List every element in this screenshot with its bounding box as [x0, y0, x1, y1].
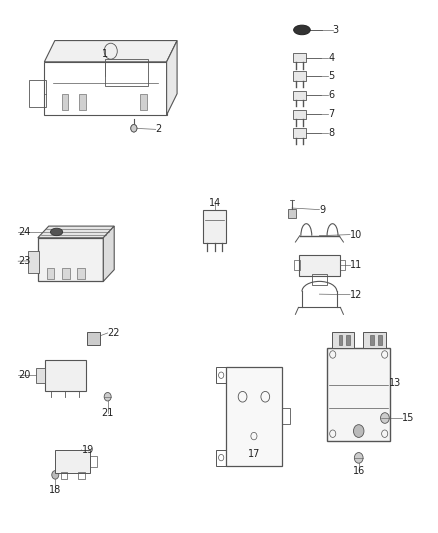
- Bar: [62, 94, 68, 110]
- Text: 18: 18: [49, 485, 61, 495]
- Circle shape: [131, 125, 137, 132]
- Bar: [203, 210, 226, 243]
- Circle shape: [131, 125, 137, 132]
- Text: 23: 23: [18, 256, 31, 266]
- Text: 5: 5: [328, 71, 334, 81]
- Bar: [90, 456, 97, 467]
- Text: 14: 14: [208, 198, 221, 208]
- Text: 11: 11: [350, 261, 362, 270]
- Bar: [46, 268, 54, 279]
- Bar: [378, 335, 381, 345]
- Bar: [78, 472, 85, 479]
- Text: 15: 15: [403, 413, 415, 423]
- Polygon shape: [166, 41, 177, 115]
- Text: 13: 13: [389, 378, 402, 389]
- Text: 8: 8: [328, 128, 334, 138]
- Bar: [28, 251, 39, 273]
- Polygon shape: [103, 226, 114, 281]
- Polygon shape: [44, 41, 177, 62]
- Bar: [293, 128, 306, 138]
- Bar: [38, 238, 103, 281]
- Text: 22: 22: [108, 328, 120, 338]
- Text: 20: 20: [18, 370, 31, 381]
- Bar: [62, 268, 70, 279]
- Ellipse shape: [293, 25, 310, 35]
- Bar: [60, 472, 67, 479]
- Bar: [288, 209, 296, 217]
- Bar: [293, 53, 306, 62]
- Bar: [327, 348, 390, 441]
- Text: 1: 1: [102, 49, 109, 59]
- Circle shape: [354, 453, 363, 463]
- Bar: [77, 268, 85, 279]
- Text: 7: 7: [328, 109, 334, 119]
- Polygon shape: [38, 226, 114, 238]
- Text: 24: 24: [18, 227, 31, 237]
- Text: 12: 12: [350, 289, 362, 300]
- Bar: [293, 91, 306, 100]
- Bar: [216, 450, 226, 466]
- Bar: [370, 335, 374, 345]
- Text: 2: 2: [155, 124, 162, 134]
- Bar: [294, 261, 300, 270]
- Bar: [226, 367, 283, 466]
- Bar: [293, 71, 306, 81]
- Bar: [141, 94, 147, 110]
- Bar: [55, 450, 90, 473]
- Bar: [106, 59, 148, 86]
- Bar: [293, 110, 306, 119]
- Ellipse shape: [50, 228, 63, 236]
- Text: 4: 4: [328, 53, 334, 62]
- Bar: [311, 274, 327, 285]
- Text: 9: 9: [319, 205, 325, 215]
- Bar: [36, 368, 46, 383]
- Text: 16: 16: [353, 466, 365, 476]
- Text: 17: 17: [248, 449, 260, 458]
- Bar: [79, 94, 86, 110]
- Circle shape: [353, 425, 364, 438]
- Bar: [283, 408, 290, 424]
- Circle shape: [381, 413, 389, 423]
- Bar: [332, 332, 354, 348]
- Bar: [44, 62, 166, 115]
- Circle shape: [104, 392, 111, 401]
- Circle shape: [52, 471, 59, 479]
- Text: 6: 6: [328, 90, 334, 100]
- Text: 21: 21: [102, 408, 114, 418]
- Text: 3: 3: [332, 25, 339, 35]
- Bar: [216, 367, 226, 383]
- Text: 10: 10: [350, 230, 362, 240]
- Bar: [340, 261, 346, 270]
- Bar: [346, 335, 350, 345]
- Bar: [339, 335, 342, 345]
- Bar: [363, 332, 386, 348]
- Bar: [299, 255, 340, 276]
- Bar: [45, 360, 86, 391]
- Text: 19: 19: [81, 445, 94, 455]
- Bar: [87, 332, 100, 345]
- Bar: [29, 80, 46, 107]
